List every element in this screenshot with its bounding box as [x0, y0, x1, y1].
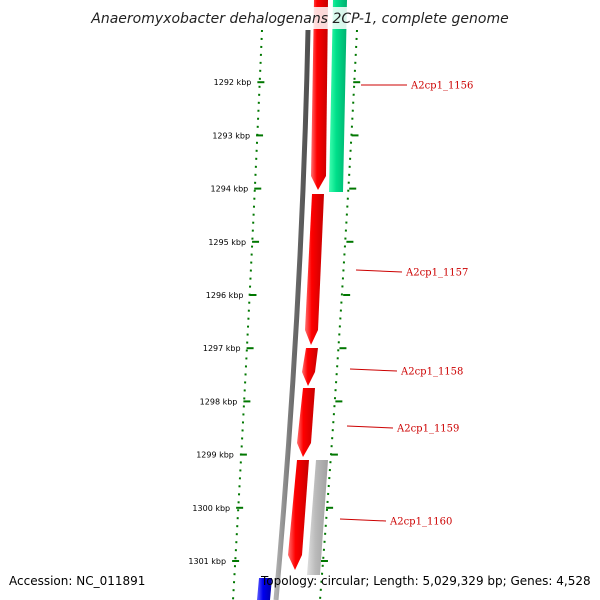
gene-label-a2cp1-1160[interactable]: A2cp1_1160 — [389, 517, 452, 528]
map-title: Anaeromyxobacter dehalogenans 2CP-1, com… — [90, 11, 508, 27]
features — [257, 0, 347, 600]
accession-text: Accession: NC_011891 — [9, 574, 146, 588]
gene-label-a2cp1-1156[interactable]: A2cp1_1156 — [410, 81, 473, 92]
ruler-tick-label: 1296 kbp — [206, 291, 244, 300]
gene-label-leader — [339, 518, 387, 522]
ruler-line-outer — [232, 29, 263, 600]
gene-label-a2cp1-1157[interactable]: A2cp1_1157 — [405, 268, 468, 279]
topology-text: Topology: circular; Length: 5,029,329 bp… — [261, 574, 591, 588]
gene-label-leader — [349, 368, 398, 372]
ruler-tick-label: 1297 kbp — [203, 344, 241, 353]
gene-a2cp1-1157-feature — [305, 194, 324, 345]
gene-label-a2cp1-1158[interactable]: A2cp1_1158 — [400, 367, 463, 378]
ruler-tick-label: 1300 kbp — [192, 504, 230, 513]
ruler-tick-label: 1298 kbp — [200, 397, 238, 406]
gene-label-a2cp1-1159[interactable]: A2cp1_1159 — [396, 424, 459, 435]
gene-a2cp1-1159-feature — [297, 388, 315, 457]
gene-cds-6-feature — [288, 460, 309, 570]
ruler-tick-label: 1293 kbp — [212, 131, 250, 140]
gene-label-leader — [346, 425, 394, 429]
title-background — [90, 7, 510, 29]
gene-blue-feature — [257, 578, 272, 600]
gene-a2cp1-1158-feature — [302, 348, 318, 386]
ruler-tick-label: 1294 kbp — [211, 185, 249, 194]
ruler-tick-label: 1301 kbp — [188, 557, 226, 566]
gene-a2cp1-1156-feature — [329, 0, 347, 192]
gene-a2cp1-1160-feature — [307, 460, 328, 575]
gene-labels: A2cp1_1156 A2cp1_1157 A2cp1_1158 A2cp1_1… — [339, 81, 473, 528]
genome-backbone — [273, 29, 311, 600]
gene-label-leader — [355, 269, 403, 273]
ruler-tick-label: 1292 kbp — [214, 78, 252, 87]
gene-cds-1-feature — [311, 0, 328, 190]
ruler-tick-label: 1299 kbp — [196, 451, 234, 460]
ruler-tick-label: 1295 kbp — [208, 238, 246, 247]
